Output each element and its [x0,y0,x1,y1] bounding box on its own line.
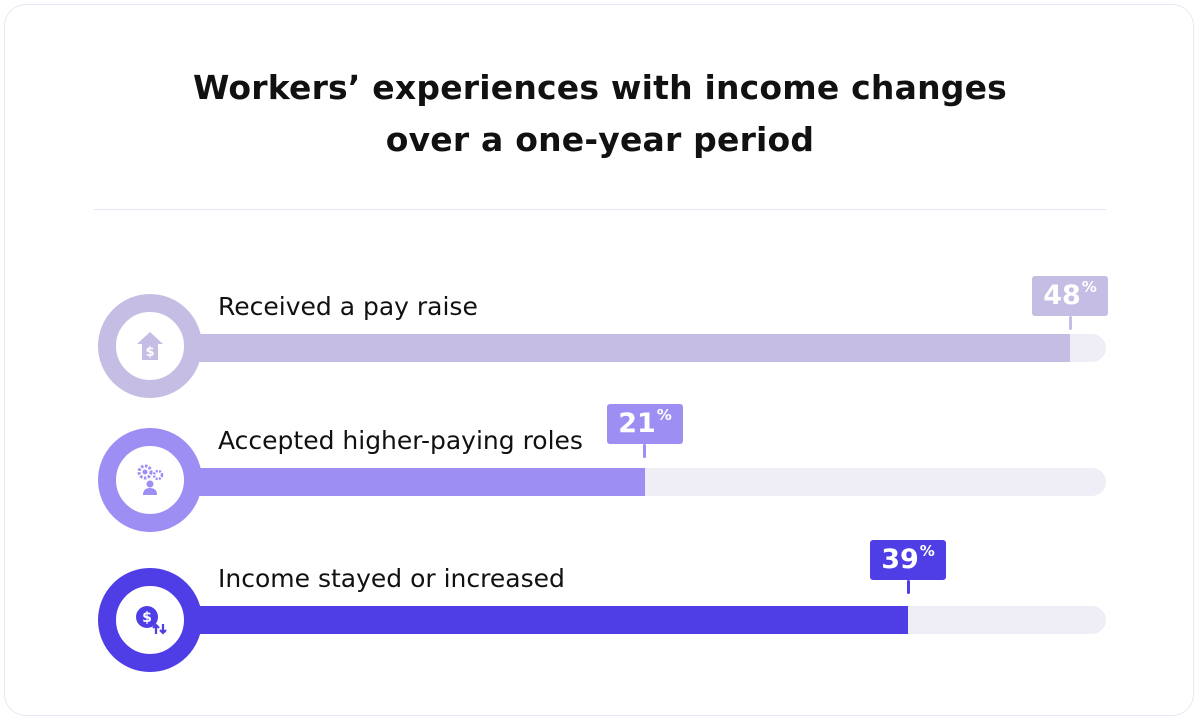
chart-title: Workers’ experiences with income changes… [0,62,1200,166]
divider [94,209,1106,210]
bar-label: Received a pay raise [218,292,478,321]
percent-sign: % [919,542,935,560]
value-tag: 39% [870,540,946,580]
gears-person-icon [137,464,164,495]
value-tag: 48% [1032,276,1108,316]
bar-fill [190,468,645,496]
bar-track [190,606,1106,634]
icon-ring [98,428,202,532]
bar-label: Accepted higher-paying roles [218,426,583,455]
tag-stem [1069,316,1072,330]
tag-stem [907,580,910,594]
bar-row-income-stayed: $ Income stayed or increased 39% [0,540,1200,672]
icon-ring: $ [98,294,202,398]
value-number: 21 [618,408,656,439]
value-number: 39 [881,544,919,575]
bar-fill [190,334,1070,362]
value-tag: 21% [607,404,683,444]
bar-row-higher-paying: Accepted higher-paying roles 21% [0,404,1200,534]
percent-sign: % [656,406,672,424]
percent-sign: % [1081,278,1097,296]
title-line-1: Workers’ experiences with income changes [192,68,1008,107]
value-number: 48 [1043,280,1081,311]
house-dollar-icon: $ [137,332,163,360]
title-line-2: over a one-year period [385,120,815,159]
bar-fill [190,606,908,634]
svg-text:$: $ [145,345,154,360]
bar-track [190,468,1106,496]
dollar-arrows-icon: $ [136,606,167,635]
bar-label: Income stayed or increased [218,564,565,593]
bar-track [190,334,1106,362]
tag-stem [643,444,646,458]
bar-row-pay-raise: $ Received a pay raise 48% [0,270,1200,400]
icon-ring: $ [98,568,202,672]
svg-text:$: $ [142,610,152,626]
